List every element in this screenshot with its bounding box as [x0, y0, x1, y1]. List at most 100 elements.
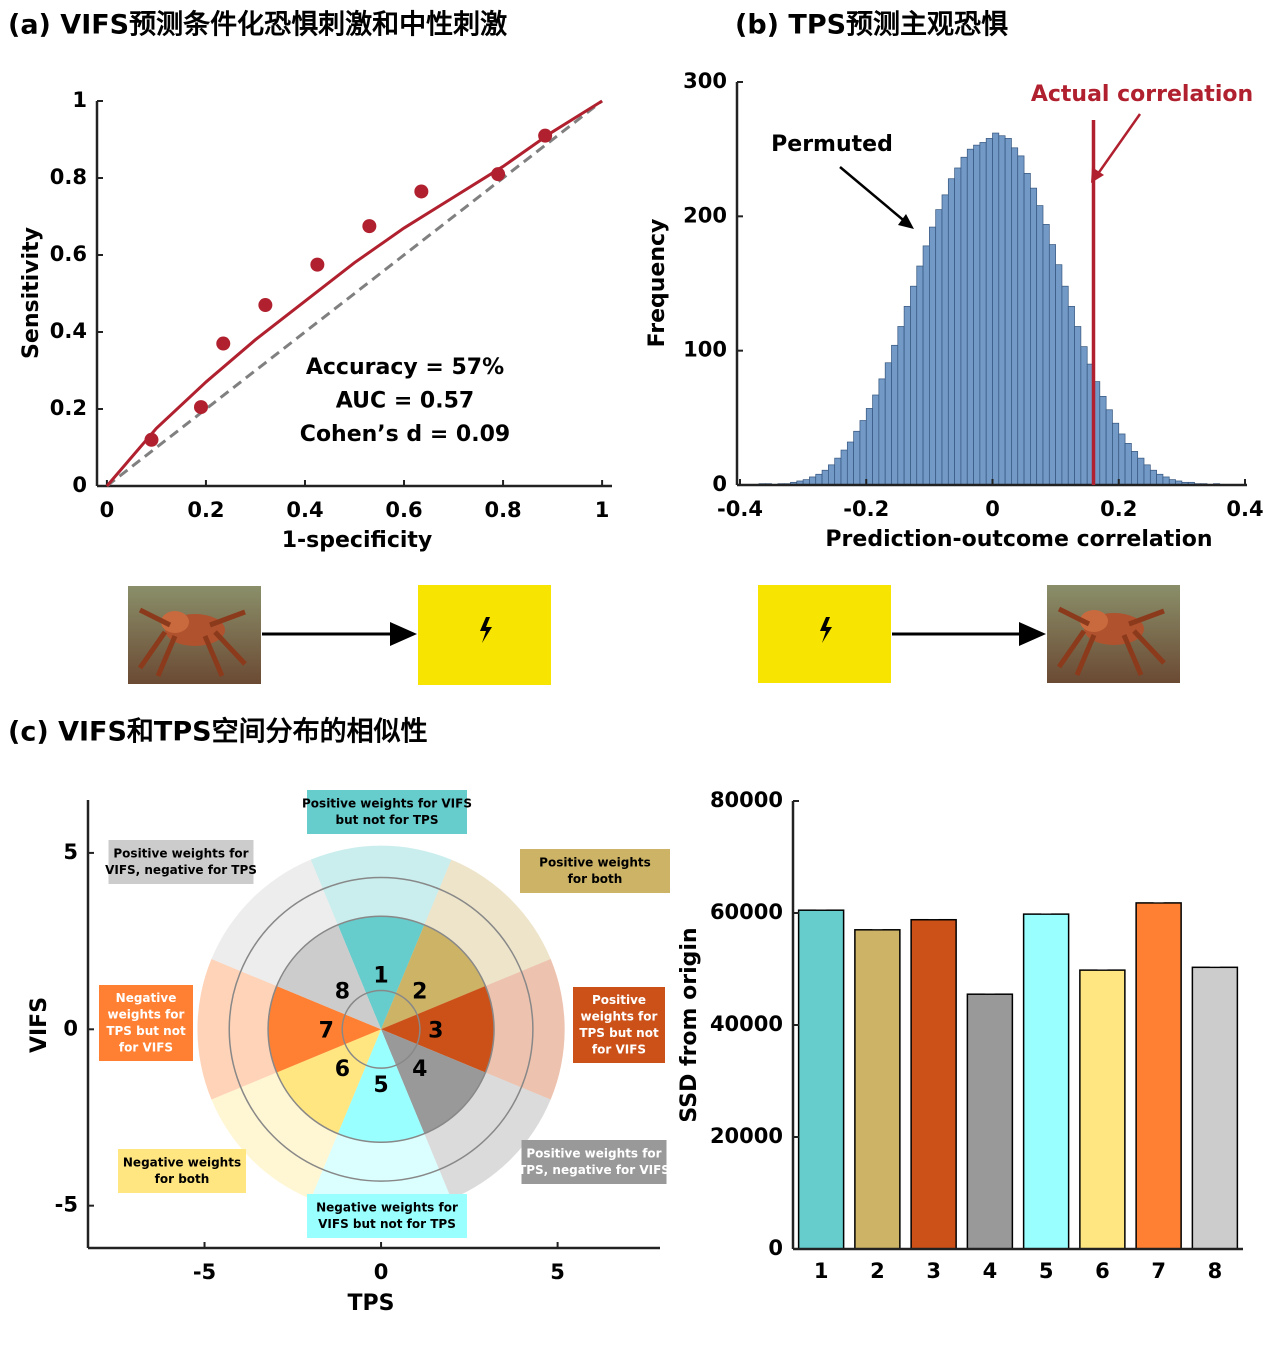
y-tick-label: 5: [63, 840, 78, 864]
histogram-bar: [897, 326, 905, 486]
label-box-text: but not for TPS: [336, 813, 439, 827]
actual-label: Actual correlation: [1031, 82, 1253, 107]
panel-title: (b) TPS预测主观恐惧: [735, 10, 1008, 41]
x-tick-label: 0.8: [484, 498, 521, 522]
x-tick-label: -5: [193, 1260, 216, 1284]
bar: [910, 918, 957, 1250]
x-tick-label: 0: [100, 498, 115, 522]
arrow: [839, 166, 909, 225]
y-tick-label: -5: [55, 1193, 78, 1217]
roc-point: [362, 219, 377, 234]
histogram-bar: [853, 430, 861, 486]
y-tick-label: 1: [72, 88, 87, 112]
bar: [797, 909, 845, 1250]
histogram-bar: [1074, 326, 1082, 486]
histogram-bar: [1017, 155, 1025, 486]
sector-label: 7: [319, 1018, 334, 1043]
histogram-bar: [1055, 264, 1063, 486]
x-tick-label: 6: [1095, 1259, 1110, 1283]
y-tick-label: 0: [768, 1236, 783, 1260]
stimulus-icons: [128, 585, 1180, 685]
histogram-bar: [846, 441, 854, 486]
label-box-text: for both: [568, 872, 623, 886]
y-tick-label: 60000: [710, 900, 783, 924]
label-box: [307, 1194, 467, 1238]
sector-wedge: [381, 986, 495, 1073]
label-box-text: Negative weights for: [316, 1200, 458, 1214]
x-tick-label: -0.4: [717, 497, 763, 521]
roc-point: [144, 432, 159, 447]
bar: [1079, 969, 1126, 1250]
arrow: [1093, 113, 1142, 179]
histogram-bar: [1067, 305, 1075, 486]
histogram-bar: [1030, 187, 1038, 486]
histogram-bar: [1048, 244, 1056, 486]
stat-annotation: Cohen’s d = 0.09: [300, 422, 510, 447]
histogram-bar: [916, 265, 924, 486]
roc-point: [258, 298, 273, 313]
histogram-bar: [935, 209, 943, 486]
panel-title: (a) VIFS预测条件化恐惧刺激和中性刺激: [8, 9, 507, 41]
histogram-bar: [1023, 172, 1031, 486]
histogram-bar: [954, 167, 962, 486]
histogram-bar: [929, 226, 937, 486]
x-tick-label: 0.4: [286, 498, 323, 522]
label-box-text: for VIFS: [592, 1042, 646, 1056]
label-box: [99, 985, 193, 1061]
histogram-bar: [859, 420, 867, 486]
label-box-text: Negative: [116, 991, 177, 1005]
ring: [341, 989, 421, 1069]
y-tick-label: 0: [72, 473, 87, 497]
x-tick-label: 8: [1208, 1259, 1223, 1283]
sector-wedge: [381, 1029, 486, 1134]
sector-label: 8: [335, 980, 350, 1005]
sector-label: 3: [428, 1018, 443, 1043]
histogram-bar: [966, 148, 974, 486]
y-tick-label: 0: [712, 472, 727, 496]
histogram-bar: [891, 344, 899, 486]
x-tick-label: 4: [983, 1259, 998, 1283]
x-axis-label: Prediction-outcome correlation: [825, 527, 1212, 552]
sector-label: 5: [373, 1073, 388, 1098]
y-axis-label: Frequency: [645, 219, 670, 348]
y-axis-label: SSD from origin: [677, 927, 702, 1122]
ring: [228, 876, 534, 1182]
panel-title: (c) VIFS和TPS空间分布的相似性: [8, 716, 428, 748]
histogram-bar: [1149, 469, 1157, 486]
y-tick-label: 100: [683, 338, 727, 362]
reference-line: [105, 99, 604, 488]
sector-label: 1: [373, 964, 388, 989]
y-axis-label: Sensitivity: [19, 227, 44, 359]
x-tick-label: 0: [985, 497, 1000, 521]
histogram-bar: [985, 138, 993, 486]
bar: [1022, 913, 1070, 1250]
y-axis-label: VIFS: [27, 997, 52, 1053]
label-box-text: VIFS but not for TPS: [318, 1217, 456, 1231]
x-tick-label: -0.2: [843, 497, 889, 521]
label-box: [108, 840, 254, 884]
sector-label: 2: [412, 980, 427, 1005]
sector-wedge: [337, 1029, 425, 1143]
histogram-bar: [1036, 205, 1044, 486]
label-box: [118, 1149, 246, 1193]
fitted-curve: [105, 99, 603, 487]
bar: [1191, 966, 1239, 1250]
histogram-bar: [872, 394, 880, 486]
x-tick-label: 1: [595, 498, 610, 522]
label-box: [521, 1140, 667, 1184]
label-box: [307, 790, 467, 834]
histogram-bar: [1011, 147, 1019, 486]
histogram-bar: [865, 408, 873, 486]
y-tick-label: 200: [683, 203, 727, 227]
x-tick-label: 0.4: [1226, 497, 1263, 521]
x-tick-label: 0.2: [187, 498, 224, 522]
y-tick-label: 40000: [710, 1012, 783, 1036]
roc-point: [193, 400, 208, 415]
sector-wedge: [337, 916, 425, 1030]
label-box-text: weights for: [108, 1007, 185, 1021]
sector-wedge: [276, 1029, 382, 1134]
x-tick-label: 5: [550, 1260, 565, 1284]
histogram-bar: [998, 135, 1006, 486]
y-tick-label: 0.2: [50, 396, 87, 420]
